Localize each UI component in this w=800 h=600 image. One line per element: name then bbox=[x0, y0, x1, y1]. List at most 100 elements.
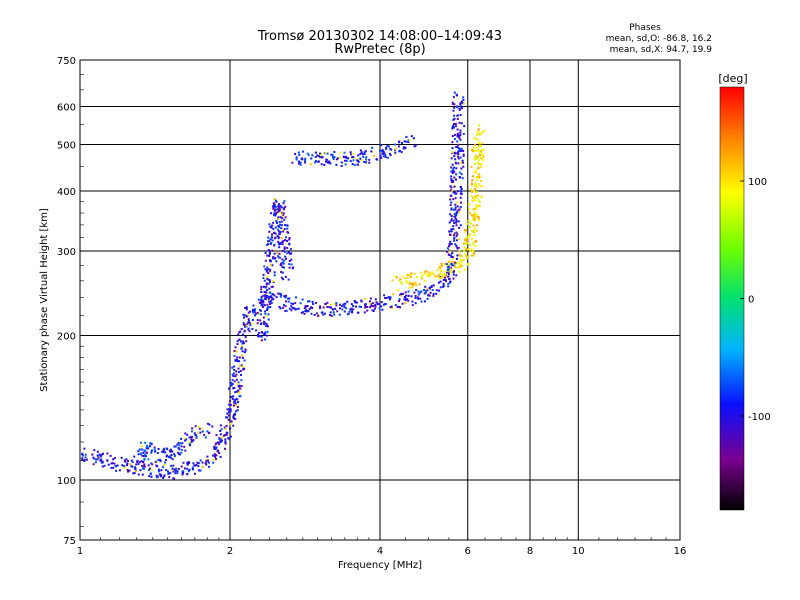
echo-point bbox=[131, 461, 134, 464]
echo-point bbox=[247, 321, 250, 324]
echo-point bbox=[101, 461, 104, 464]
echo-point bbox=[340, 161, 343, 164]
stats-o-line: mean, sd,O: -86.8, 16.2 bbox=[606, 34, 712, 44]
echo-point bbox=[460, 122, 463, 125]
echo-point bbox=[215, 458, 217, 461]
echo-point bbox=[271, 298, 274, 301]
echo-point bbox=[269, 260, 272, 262]
echo-point bbox=[268, 253, 271, 256]
echo-point bbox=[230, 396, 233, 399]
echo-point bbox=[242, 313, 245, 316]
echo-point bbox=[473, 234, 476, 237]
echo-point bbox=[434, 275, 437, 278]
echo-point bbox=[432, 294, 435, 297]
echo-point bbox=[459, 255, 462, 258]
echo-point bbox=[279, 231, 282, 233]
echo-point bbox=[476, 146, 479, 149]
echo-point bbox=[451, 180, 454, 183]
echo-point bbox=[387, 296, 390, 298]
echo-point bbox=[161, 450, 164, 453]
echo-point bbox=[241, 356, 244, 359]
echo-point bbox=[286, 230, 289, 233]
colorbar-ticks: 100 0 -100 bbox=[740, 177, 771, 423]
echo-point bbox=[167, 456, 170, 459]
echo-point bbox=[456, 140, 459, 143]
echo-point bbox=[452, 169, 454, 172]
echo-point bbox=[277, 218, 280, 221]
echo-point bbox=[384, 155, 387, 158]
echo-point bbox=[407, 274, 410, 277]
echo-point bbox=[274, 257, 276, 260]
echo-point bbox=[450, 219, 453, 222]
echo-point bbox=[207, 461, 210, 464]
echo-point bbox=[345, 307, 347, 310]
echo-point bbox=[281, 261, 284, 264]
echo-point bbox=[455, 218, 458, 221]
echo-point bbox=[283, 218, 286, 221]
echo-point bbox=[427, 275, 430, 278]
x-tick-label: 6 bbox=[465, 546, 471, 557]
echo-point bbox=[107, 463, 110, 466]
echo-point bbox=[290, 258, 293, 261]
echo-point bbox=[225, 416, 228, 419]
echo-point bbox=[278, 305, 281, 308]
echo-point bbox=[266, 303, 269, 306]
echo-point bbox=[336, 310, 339, 313]
echo-point bbox=[426, 297, 429, 300]
echo-point bbox=[448, 221, 451, 224]
echo-point bbox=[452, 109, 455, 112]
echo-point bbox=[266, 266, 269, 269]
echo-point bbox=[269, 263, 272, 266]
echo-point bbox=[359, 157, 362, 160]
echo-point bbox=[273, 243, 276, 246]
echo-point bbox=[403, 296, 406, 298]
echo-point bbox=[455, 220, 458, 223]
echo-point bbox=[144, 453, 147, 456]
echo-point bbox=[277, 240, 280, 243]
echo-point bbox=[311, 300, 314, 303]
echo-point bbox=[159, 458, 162, 461]
echo-point bbox=[482, 148, 485, 151]
echo-point bbox=[453, 103, 456, 106]
echo-point bbox=[458, 108, 461, 111]
echo-point bbox=[163, 464, 166, 467]
echo-point bbox=[419, 271, 422, 274]
echo-point bbox=[457, 157, 460, 160]
echo-point bbox=[99, 455, 102, 458]
echo-point bbox=[255, 312, 257, 315]
echo-point bbox=[302, 150, 305, 153]
y-tick-label: 600 bbox=[57, 103, 76, 114]
echo-point bbox=[219, 455, 222, 458]
x-tick-label: 1 bbox=[77, 546, 83, 557]
echo-point bbox=[172, 477, 175, 480]
echo-point bbox=[258, 335, 261, 338]
echo-point bbox=[333, 313, 336, 316]
echo-point bbox=[455, 146, 458, 148]
echo-point bbox=[440, 262, 443, 265]
echo-point bbox=[142, 461, 145, 464]
echo-point bbox=[401, 275, 404, 278]
echo-point bbox=[477, 173, 480, 176]
echo-point bbox=[438, 265, 441, 268]
echo-point bbox=[453, 232, 456, 235]
echo-point bbox=[268, 230, 271, 233]
echo-point bbox=[237, 389, 240, 392]
echo-point bbox=[354, 300, 357, 303]
echo-point bbox=[307, 153, 310, 156]
echo-point bbox=[254, 308, 257, 311]
echo-point bbox=[453, 114, 456, 117]
echo-point bbox=[413, 145, 416, 148]
echo-point bbox=[162, 476, 164, 479]
echo-point bbox=[475, 215, 478, 218]
echo-point bbox=[267, 297, 270, 300]
echo-point bbox=[172, 470, 175, 473]
echo-point bbox=[165, 459, 167, 461]
echo-point bbox=[389, 152, 391, 155]
echo-point bbox=[450, 201, 453, 204]
echo-point bbox=[199, 459, 202, 462]
echo-point bbox=[183, 437, 186, 440]
echo-point bbox=[281, 250, 284, 252]
echo-point bbox=[343, 151, 346, 154]
echo-point bbox=[294, 308, 297, 311]
echo-point bbox=[459, 102, 462, 105]
